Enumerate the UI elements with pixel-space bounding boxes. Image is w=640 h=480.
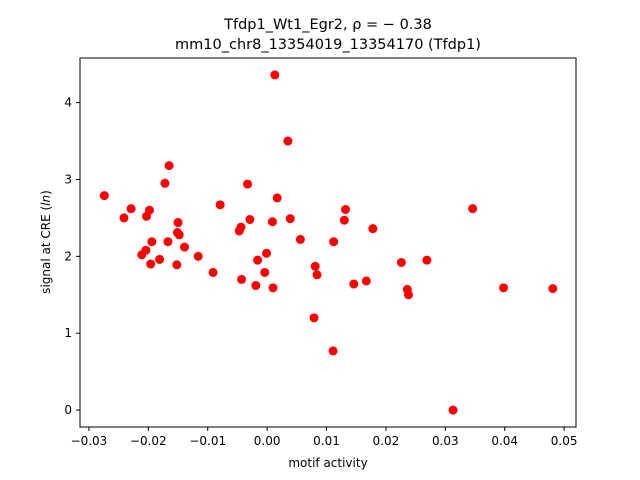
data-point [309, 313, 319, 323]
data-point [310, 261, 320, 271]
axes-frame [79, 57, 577, 428]
data-point [193, 251, 203, 261]
data-point [267, 217, 277, 227]
data-point [341, 204, 351, 214]
data-point [155, 254, 165, 264]
data-point [349, 279, 359, 289]
y-tick-label: 3 [64, 172, 72, 186]
y-tick-label: 0 [64, 403, 72, 417]
x-tick-label: 0.01 [313, 434, 340, 448]
x-tick-label: 0.03 [432, 434, 459, 448]
data-point [448, 405, 458, 415]
data-point [173, 218, 183, 228]
data-point [403, 290, 413, 300]
x-tick-label: 0.02 [373, 434, 400, 448]
y-tick-label: 2 [64, 249, 72, 263]
x-tick-label: 0.00 [254, 434, 281, 448]
data-point [215, 200, 225, 210]
y-tick-label: 1 [64, 326, 72, 340]
y-axis-label-suffix: ) [39, 190, 53, 195]
data-point [422, 255, 432, 265]
data-point [236, 222, 246, 232]
data-point [251, 281, 261, 291]
y-axis-label-italic: ln [39, 195, 53, 206]
data-point [245, 214, 255, 224]
x-axis-label: motif activity [288, 456, 367, 470]
x-tick-label: 0.05 [551, 434, 578, 448]
data-point [262, 248, 272, 258]
data-point [141, 245, 151, 255]
data-point [396, 257, 406, 267]
y-axis-label: signal at CRE (ln) [39, 190, 53, 294]
y-axis-label-prefix: signal at CRE ( [39, 206, 53, 294]
data-point [329, 237, 339, 247]
data-point [312, 270, 322, 280]
x-axis-ticks: −0.03 −0.02 −0.01 0.00 0.01 0.02 0.03 0.04 0.05 [71, 427, 578, 448]
x-tick-label: −0.02 [130, 434, 167, 448]
data-point [285, 214, 295, 224]
x-tick-label: −0.01 [189, 434, 226, 448]
data-point [208, 267, 218, 277]
data-point [119, 213, 129, 223]
x-tick-label: 0.04 [491, 434, 518, 448]
data-point [260, 267, 270, 277]
data-point [126, 204, 136, 214]
data-point [145, 205, 154, 215]
data-point [295, 234, 305, 244]
chart-title-line2: mm10_chr8_13354019_13354170 (Tfdp1) [175, 37, 481, 53]
data-point [270, 70, 280, 80]
data-point [146, 259, 156, 269]
data-point [180, 242, 190, 252]
data-point [283, 136, 293, 146]
data-point [253, 255, 263, 265]
chart-title-line1: Tfdp1_Wt1_Egr2, ρ = − 0.38 [223, 17, 432, 33]
data-point [147, 237, 157, 247]
data-point [174, 230, 184, 240]
plot-area: −0.03 −0.02 −0.01 0.00 0.01 0.02 0.03 0.04 0.05 … [64, 57, 578, 448]
data-point [548, 284, 558, 294]
data-point [163, 237, 173, 247]
data-points [99, 70, 558, 415]
data-point [272, 193, 282, 203]
data-point [328, 346, 338, 356]
y-axis-ticks: 0 1 2 3 4 [64, 96, 80, 417]
data-point [361, 276, 371, 286]
data-point [99, 191, 109, 201]
data-point [243, 179, 253, 189]
data-point [172, 260, 182, 270]
x-tick-label: −0.03 [71, 434, 108, 448]
data-point [368, 224, 378, 234]
data-point [160, 178, 170, 188]
data-point [499, 283, 509, 293]
data-point [164, 161, 174, 171]
data-point [339, 215, 349, 225]
y-tick-label: 4 [64, 96, 72, 110]
data-point [468, 204, 478, 214]
data-point [237, 274, 247, 284]
data-point [268, 283, 278, 293]
